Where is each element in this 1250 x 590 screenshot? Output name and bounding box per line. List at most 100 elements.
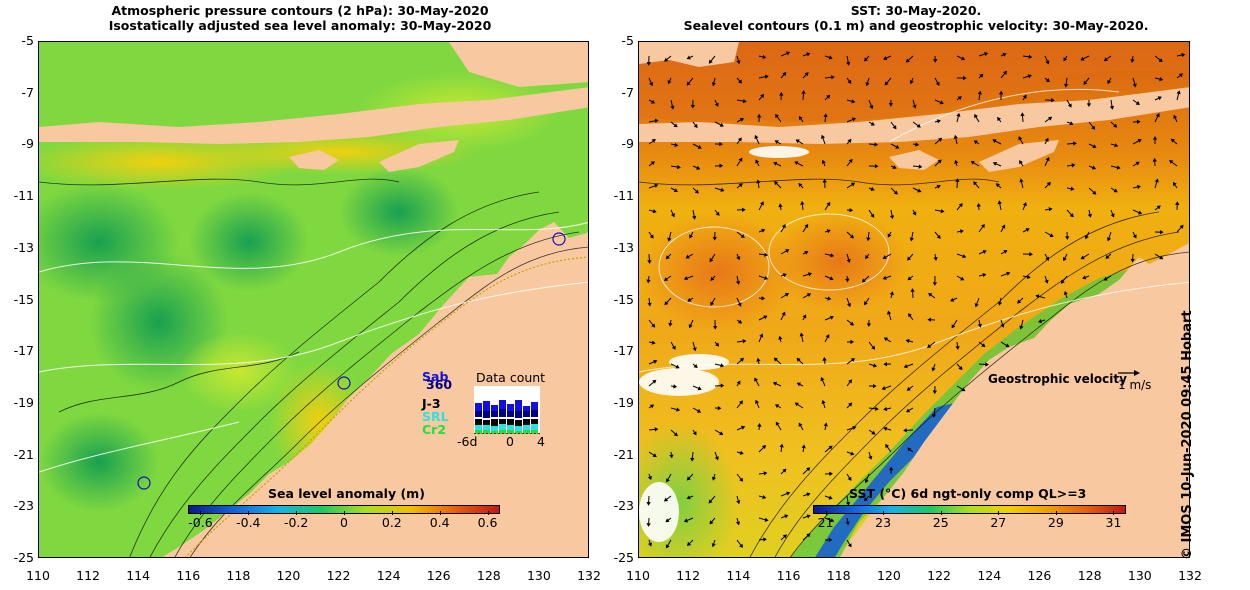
velocity-arrowhead	[1105, 254, 1110, 259]
velocity-arrowhead	[872, 383, 877, 389]
velocity-arrowhead	[847, 543, 852, 548]
y-tick-label: -13	[13, 239, 34, 255]
x-tick-label: 120	[876, 568, 901, 583]
x-tick-label: 114	[726, 568, 751, 583]
velocity-arrowhead	[673, 384, 678, 389]
velocity-arrowhead	[715, 342, 720, 347]
velocity-arrowhead	[1135, 161, 1140, 166]
velocity-arrowhead	[846, 258, 851, 263]
velocity-arrowhead	[654, 183, 659, 188]
velocity-arrowhead	[693, 363, 698, 368]
velocity-arrowhead	[850, 451, 855, 456]
credit-text: © IMOS 10-Jun-2020 09:45 Hobart	[1180, 310, 1195, 560]
velocity-arrowhead	[962, 75, 967, 81]
velocity-arrowhead	[690, 104, 696, 109]
velocity-arrowhead	[717, 405, 722, 411]
y-tick-label: -7	[621, 84, 634, 100]
left-title-line2: Isostatically adjusted sea level anomaly…	[108, 18, 492, 33]
velocity-arrowhead	[866, 237, 871, 242]
velocity-arrowhead	[936, 234, 941, 239]
velocity-arrowhead	[650, 99, 656, 104]
velocity-arrowhead	[664, 57, 669, 62]
velocity-arrowhead	[977, 90, 982, 95]
velocity-arrowhead	[828, 495, 833, 500]
velocity-arrowhead	[828, 537, 833, 543]
velocity-arrowhead	[864, 479, 869, 484]
velocity-arrowhead	[1073, 141, 1077, 146]
velocity-arrowhead	[696, 408, 702, 413]
sat-j3: J-3	[422, 396, 441, 411]
velocity-arrowhead	[782, 273, 787, 278]
right-map[interactable]	[638, 41, 1190, 558]
velocity-arrowhead	[1003, 250, 1008, 254]
velocity-arrowhead	[646, 501, 651, 506]
y-tick-label: -17	[13, 343, 34, 359]
velocity-arrowhead	[667, 237, 672, 242]
velocity-arrowhead	[1080, 56, 1085, 61]
velocity-arrowhead	[1065, 236, 1070, 240]
velocity-arrowhead	[1135, 101, 1140, 105]
velocity-arrowhead	[888, 103, 894, 107]
velocity-arrowhead	[711, 476, 717, 481]
velocity-arrowhead	[709, 258, 714, 263]
velocity-arrowhead	[907, 447, 912, 452]
velocity-arrowhead	[849, 234, 854, 239]
colorbar-label: -0.6	[188, 515, 213, 530]
velocity-arrowhead	[670, 105, 675, 110]
station-marker	[337, 376, 351, 390]
data-count-bar-segment	[475, 425, 482, 430]
velocity-arrowhead	[709, 520, 714, 525]
velocity-arrowhead	[950, 297, 955, 302]
velocity-arrowhead	[761, 296, 766, 301]
velocity-arrowhead	[861, 278, 866, 283]
velocity-arrowhead	[664, 301, 669, 306]
data-count-bar-segment	[531, 419, 538, 424]
velocity-arrowhead	[772, 381, 778, 386]
velocity-arrowhead	[683, 518, 689, 523]
y-tick-label: -21	[13, 446, 34, 462]
velocity-arrowhead	[909, 237, 914, 242]
velocity-arrowhead	[755, 159, 760, 164]
velocity-arrowhead	[822, 178, 827, 183]
velocity-arrowhead	[719, 163, 724, 168]
sat-cr2: Cr2	[422, 422, 447, 437]
velocity-arrowhead	[870, 121, 875, 126]
velocity-arrowhead	[696, 165, 701, 170]
y-tick-label: -5	[21, 33, 34, 48]
velocity-arrowhead	[1181, 52, 1186, 58]
data-count-bar-segment	[507, 430, 514, 434]
velocity-arrowhead	[756, 113, 762, 118]
velocity-arrowhead	[848, 402, 853, 407]
y-tick-label: -5	[621, 33, 634, 48]
velocity-arrowhead	[821, 159, 826, 164]
velocity-arrowhead	[851, 117, 857, 122]
velocity-arrowhead	[673, 188, 678, 193]
velocity-arrowhead	[951, 324, 956, 329]
velocity-arrowhead	[801, 444, 806, 449]
right-colorbar	[813, 505, 1126, 514]
data-count-bar-segment	[515, 420, 522, 426]
velocity-arrowhead	[806, 492, 811, 497]
velocity-arrowhead	[917, 188, 922, 193]
velocity-arrowhead	[796, 357, 801, 362]
velocity-arrowhead	[802, 314, 807, 319]
velocity-arrowhead	[786, 491, 791, 496]
left-map[interactable]	[38, 41, 589, 558]
velocity-arrowhead	[961, 387, 966, 392]
velocity-arrowhead	[1159, 255, 1164, 260]
velocity-arrowhead	[693, 123, 698, 129]
velocity-arrowhead	[1064, 83, 1069, 88]
velocity-arrowhead	[933, 257, 938, 261]
velocity-arrowhead	[981, 343, 986, 348]
y-tick-label: -7	[21, 84, 34, 100]
velocity-arrowhead	[954, 159, 959, 164]
count-axis-end: 4	[537, 434, 545, 449]
velocity-arrowhead	[932, 390, 938, 395]
x-tick-label: 116	[776, 568, 801, 583]
velocity-legend-label: Geostrophic velocity	[988, 372, 1127, 386]
velocity-arrowhead	[697, 386, 702, 391]
velocity-arrowhead	[1136, 184, 1141, 190]
velocity-arrowhead	[905, 58, 910, 63]
velocity-arrowhead	[907, 276, 912, 281]
velocity-arrowhead	[869, 105, 874, 110]
